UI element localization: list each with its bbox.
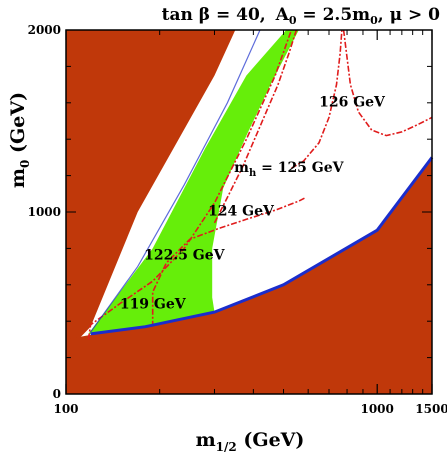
excluded-region-lower-right: [66, 157, 432, 394]
higgs-mass-contour: [290, 29, 343, 169]
higgs-mass-contour: [213, 29, 298, 224]
higgs-mass-contour: [342, 29, 433, 137]
x-axis-label: m1/2 (GeV): [196, 429, 305, 454]
relic-density-edge: [90, 29, 261, 333]
chart-title: tan β = 40, A0 = 2.5m0, μ > 0: [162, 5, 441, 27]
higgs-mass-contour: [151, 196, 307, 327]
labels-layer: 126 GeV 124 GeV 122.5 GeV 119 GeV: [120, 94, 386, 312]
y-tick-label: 2000: [28, 23, 61, 37]
contour-label: 119 GeV: [120, 296, 187, 312]
regions-layer: [66, 30, 432, 394]
lines-layer: [90, 29, 434, 336]
relic-density-strip: [90, 156, 434, 336]
y-tick-label: 0: [53, 387, 61, 401]
mh-label: mh = 125 GeV: [234, 160, 345, 179]
excluded-region-upper-left: [66, 30, 236, 353]
contour-label: 122.5 GeV: [144, 247, 226, 263]
x-tick-label: 100: [53, 402, 78, 416]
contour-label: 126 GeV: [319, 94, 386, 110]
green-allowed-band: [88, 30, 299, 334]
x-tick-label: 1500: [415, 402, 447, 416]
ticks-layer: 100 1000 1500 0 1000 2000: [28, 23, 447, 416]
x-tick-label: 1000: [360, 402, 393, 416]
contour-label: 124 GeV: [208, 204, 275, 220]
y-axis-label: m0 (GeV): [7, 92, 32, 188]
y-tick-label: 1000: [28, 205, 61, 219]
